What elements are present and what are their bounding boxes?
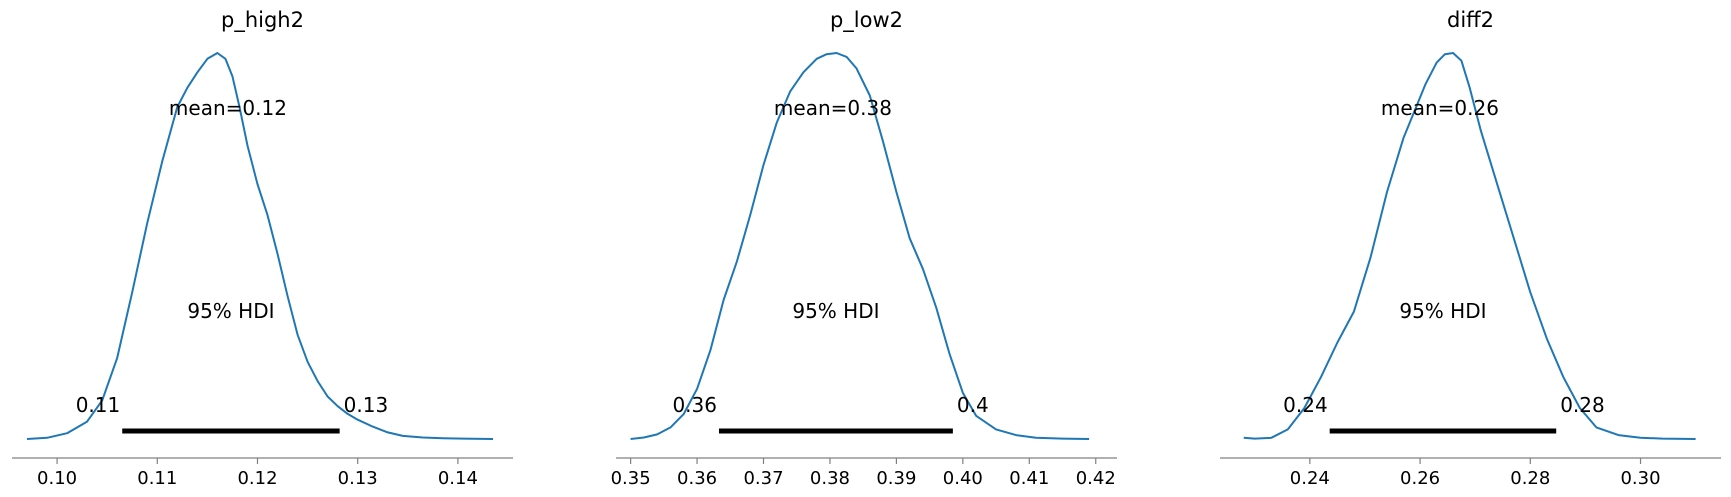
x-tick-label: 0.28 (1510, 468, 1550, 489)
mean-label: mean=0.26 (1381, 96, 1499, 120)
x-tick-label: 0.42 (1076, 468, 1116, 489)
hdi-high-label: 0.4 (957, 393, 989, 417)
density-curve (26, 52, 494, 440)
hdi-low-label: 0.11 (76, 393, 121, 417)
x-tick-label: 0.39 (876, 468, 916, 489)
mean-label: mean=0.12 (169, 96, 287, 120)
x-tick-label: 0.14 (438, 468, 478, 489)
hdi-label: 95% HDI (187, 299, 274, 323)
x-tick-label: 0.38 (810, 468, 850, 489)
x-tick-label: 0.13 (338, 468, 378, 489)
hdi-high-label: 0.28 (1560, 393, 1605, 417)
hdi-label: 95% HDI (1399, 299, 1486, 323)
density-curve (630, 52, 1090, 440)
x-tick-label: 0.41 (1009, 468, 1049, 489)
hdi-label: 95% HDI (792, 299, 879, 323)
x-tick-label: 0.40 (943, 468, 983, 489)
x-tick-label: 0.30 (1620, 468, 1660, 489)
density-curve (1243, 52, 1696, 440)
x-tick-label: 0.24 (1290, 468, 1330, 489)
x-tick-label: 0.36 (677, 468, 717, 489)
panel-title: p_high2 (221, 8, 304, 33)
hdi-high-label: 0.13 (344, 393, 389, 417)
panel-title: diff2 (1447, 8, 1494, 32)
x-tick-label: 0.26 (1400, 468, 1440, 489)
x-tick-label: 0.37 (743, 468, 783, 489)
panel-title: p_low2 (830, 8, 903, 33)
x-tick-label: 0.11 (137, 468, 177, 489)
x-tick-label: 0.12 (237, 468, 277, 489)
mean-label: mean=0.38 (774, 96, 892, 120)
hdi-low-label: 0.24 (1283, 393, 1328, 417)
x-tick-label: 0.10 (37, 468, 77, 489)
hdi-low-label: 0.36 (672, 393, 717, 417)
x-tick-label: 0.35 (611, 468, 651, 489)
